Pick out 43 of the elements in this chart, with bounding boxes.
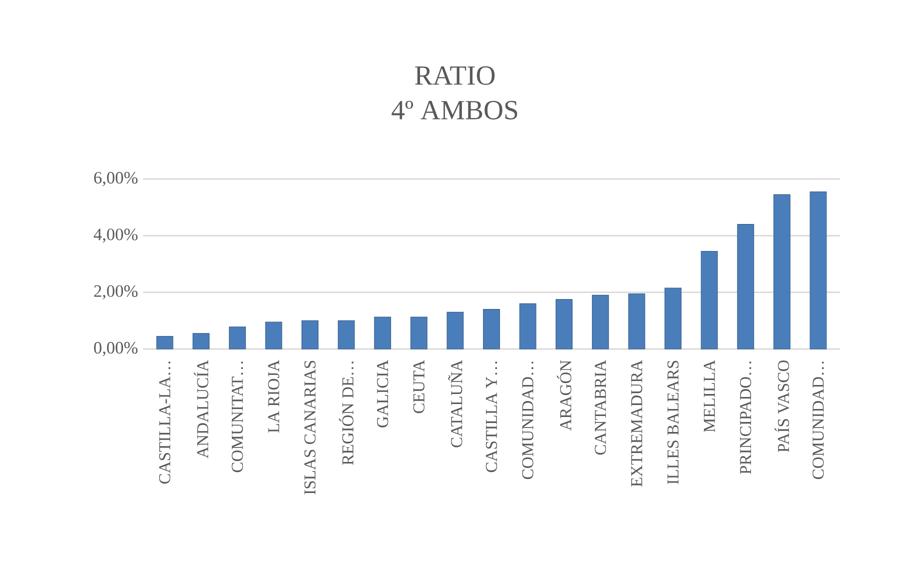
bar xyxy=(592,294,609,350)
x-tick-label: LA RIOJA xyxy=(268,360,280,433)
bar xyxy=(483,309,500,350)
bar xyxy=(302,320,318,350)
y-tick-label: 4,00% xyxy=(94,228,138,243)
bar xyxy=(228,326,246,350)
x-tick-label: MELILLA xyxy=(704,360,715,432)
bar xyxy=(192,333,210,350)
x-tick-label: CATALUÑA xyxy=(448,360,462,448)
bar xyxy=(556,299,573,350)
bar xyxy=(628,293,646,350)
bar xyxy=(374,316,392,350)
x-tick-label: REGIÓN DE… xyxy=(339,362,354,465)
y-tick-label: 0,00% xyxy=(94,342,138,356)
bar xyxy=(410,316,428,350)
x-tick-label: ANDALUCÍA xyxy=(194,360,208,458)
bar xyxy=(737,224,754,350)
bar xyxy=(773,194,790,350)
x-tick-label: CANTABRIA xyxy=(594,360,606,455)
bar xyxy=(700,250,718,350)
x-tick-label: ARAGÓN xyxy=(556,360,572,431)
y-tick-label: 6,00% xyxy=(94,172,138,186)
bar xyxy=(446,312,464,350)
y-tick-label: 2,00% xyxy=(94,285,138,300)
x-tick-label: EXTREMADURA xyxy=(631,360,642,487)
x-tick-label: ISLAS CANARIAS xyxy=(304,360,316,494)
x-tick-label: COMUNIDAD… xyxy=(812,362,824,480)
bar xyxy=(664,288,682,350)
bar xyxy=(265,322,282,350)
x-tick-label: CASTILLA Y… xyxy=(486,362,498,472)
x-tick-label: COMUNIDAD… xyxy=(522,362,534,480)
x-tick-label: CEUTA xyxy=(413,360,424,414)
bar xyxy=(519,303,536,350)
bar xyxy=(810,191,827,350)
x-tick-label: GALICIA xyxy=(377,360,388,428)
x-tick-label: COMUNITAT… xyxy=(232,362,244,472)
x-tick-label: PAÍS VASCO xyxy=(774,360,790,452)
x-tick-label: ILLES BALEARS xyxy=(667,360,679,484)
bar xyxy=(338,320,355,350)
chart-title: RATIO 4º AMBOS xyxy=(392,66,518,120)
bar xyxy=(156,336,174,350)
x-tick-label: CASTILLA-LA… xyxy=(159,362,170,484)
x-tick-label: PRINCIPADO… xyxy=(740,362,752,474)
